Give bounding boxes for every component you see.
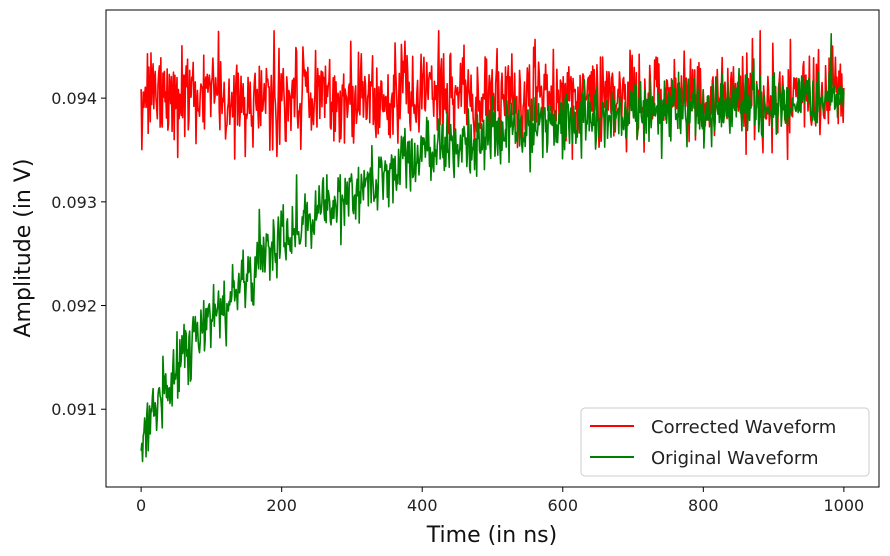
- x-tick-label: 0: [136, 496, 146, 515]
- series-line-corrected: [140, 29, 845, 165]
- x-tick-label: 200: [266, 496, 297, 515]
- series-line-original: [140, 33, 845, 463]
- x-tick-label: 600: [547, 496, 578, 515]
- y-tick-label: 0.091: [51, 400, 97, 419]
- x-tick-label: 1000: [824, 496, 865, 515]
- x-tick-label: 800: [688, 496, 719, 515]
- y-tick-label: 0.092: [51, 297, 97, 316]
- y-axis-label: Amplitude (in V): [11, 159, 36, 338]
- y-tick-label: 0.094: [51, 89, 97, 108]
- y-tick-label: 0.093: [51, 193, 97, 212]
- legend: Corrected Waveform Original Waveform: [580, 407, 870, 477]
- legend-box: [580, 407, 870, 477]
- x-tick-label: 400: [407, 496, 438, 515]
- legend-label-original: Original Waveform: [651, 448, 819, 469]
- y-axis-ticks: 0.091 0.092 0.093 0.094: [51, 89, 106, 419]
- plot-frame: [105, 9, 880, 488]
- series-layer: [140, 29, 845, 463]
- x-axis-label: Time (in ns): [426, 523, 557, 548]
- legend-label-corrected: Corrected Waveform: [651, 417, 836, 438]
- x-axis-ticks: 0 200 400 600 800 1000: [136, 487, 864, 515]
